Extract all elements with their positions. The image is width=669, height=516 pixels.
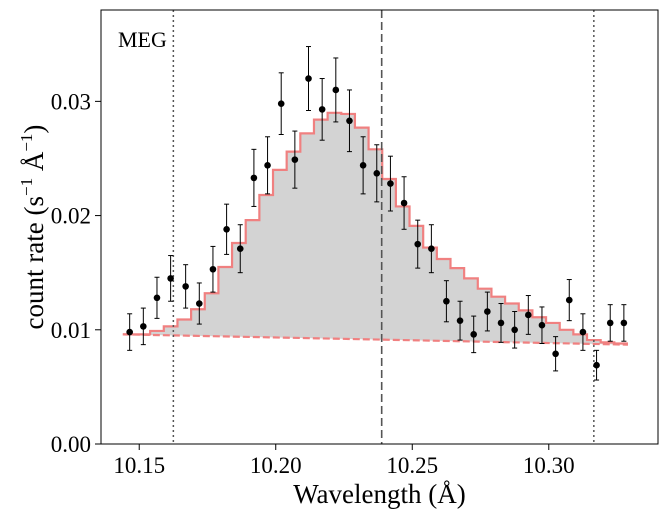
- data-marker: [414, 240, 422, 248]
- data-point: [332, 57, 340, 123]
- data-marker: [593, 361, 600, 369]
- data-point: [414, 219, 422, 269]
- data-point: [140, 307, 147, 346]
- data-point: [470, 315, 477, 354]
- data-marker: [277, 100, 285, 107]
- data-marker: [538, 321, 546, 329]
- data-marker: [182, 283, 189, 290]
- data-point: [182, 264, 189, 309]
- data-point: [525, 295, 532, 335]
- data-point: [153, 276, 161, 319]
- data-point: [346, 89, 353, 153]
- data-point: [209, 245, 217, 293]
- data-point: [565, 279, 573, 322]
- data-point: [236, 224, 244, 274]
- data-point: [443, 280, 450, 323]
- x-tick-label: 10.30: [523, 453, 575, 478]
- data-marker: [126, 328, 133, 336]
- data-marker: [484, 308, 491, 315]
- data-marker: [428, 245, 435, 252]
- y-axis-label-exp1: −1: [17, 178, 36, 196]
- data-point: [195, 282, 203, 325]
- data-marker: [565, 296, 573, 304]
- data-marker: [209, 265, 217, 273]
- data-marker: [620, 319, 628, 327]
- data-point: [593, 349, 600, 381]
- data-point: [538, 306, 546, 344]
- continuum-line: [122, 333, 628, 346]
- data-marker: [153, 294, 161, 302]
- x-tick-label: 10.20: [250, 453, 302, 478]
- data-point: [456, 300, 464, 341]
- x-tick-label: 10.15: [113, 453, 165, 478]
- data-marker: [332, 86, 340, 94]
- data-marker: [318, 106, 326, 113]
- data-point: [620, 304, 628, 342]
- data-marker: [579, 328, 587, 336]
- data-point: [579, 313, 587, 351]
- data-marker: [195, 300, 203, 307]
- data-marker: [400, 199, 408, 207]
- y-tick-label: 0.00: [51, 432, 91, 457]
- x-axis-label: Wavelength (Å): [293, 479, 466, 509]
- y-axis-label: count rate (s−1 Å−1): [17, 125, 49, 330]
- data-point: [552, 336, 559, 372]
- data-point: [305, 46, 312, 112]
- data-marker: [606, 319, 614, 327]
- data-point: [428, 224, 435, 274]
- data-point: [497, 303, 505, 343]
- data-marker: [552, 350, 559, 358]
- model-fill-layer: [122, 112, 628, 345]
- data-marker: [525, 311, 532, 319]
- data-marker: [236, 245, 244, 252]
- panel-label: MEG: [118, 27, 167, 52]
- data-point: [373, 144, 381, 203]
- data-marker: [511, 326, 518, 334]
- data-point: [264, 136, 271, 195]
- axis-ticks: 10.15 10.20 10.25 10.30 0.00 0.01 0.02 0.03: [51, 89, 575, 478]
- data-marker: [443, 297, 450, 305]
- data-marker: [223, 225, 230, 233]
- data-marker: [167, 275, 174, 282]
- y-axis-label-prefix: count rate (s: [19, 196, 49, 329]
- data-marker: [291, 156, 299, 163]
- data-marker: [373, 170, 381, 177]
- data-marker: [387, 180, 394, 187]
- data-marker: [264, 162, 271, 169]
- data-marker: [346, 117, 353, 125]
- y-tick-label: 0.01: [51, 318, 91, 343]
- data-point: [484, 291, 491, 332]
- y-axis-label-mid: Å: [19, 151, 49, 178]
- data-point: [359, 136, 367, 195]
- y-axis-label-exp2: −1: [17, 134, 36, 152]
- data-marker: [140, 323, 147, 330]
- data-point: [291, 130, 299, 189]
- data-marker: [250, 174, 258, 182]
- data-marker: [305, 75, 312, 82]
- data-point: [511, 311, 518, 349]
- x-tick-label: 10.25: [386, 453, 438, 478]
- y-tick-label: 0.03: [51, 89, 91, 114]
- data-marker: [470, 331, 477, 338]
- data-points-layer: [126, 46, 628, 381]
- y-tick-label: 0.02: [51, 204, 91, 229]
- data-point: [167, 255, 174, 302]
- data-point: [126, 313, 133, 351]
- data-point: [606, 304, 614, 342]
- data-point: [223, 203, 230, 255]
- data-point: [318, 78, 326, 141]
- data-marker: [497, 319, 505, 327]
- data-point: [277, 72, 285, 135]
- data-point: [250, 148, 258, 207]
- data-point: [387, 155, 394, 212]
- data-point: [400, 176, 408, 230]
- plot-frame: [100, 9, 659, 445]
- model-fill-area: [122, 112, 628, 345]
- data-marker: [359, 162, 367, 169]
- data-marker: [456, 317, 464, 324]
- reference-lines: [172, 10, 595, 444]
- y-axis-label-suffix: ): [19, 125, 49, 134]
